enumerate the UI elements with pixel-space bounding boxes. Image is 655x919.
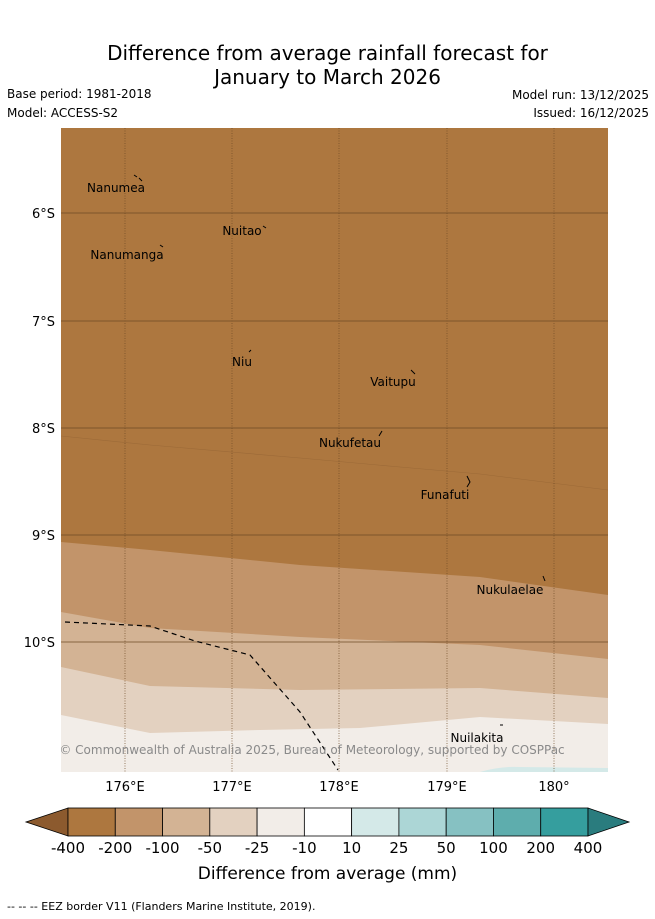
colorbar-tick-label: 100 [479,839,508,857]
model-run: Model run: 13/12/2025 [511,88,649,102]
island-label-niu: Niu [232,355,252,369]
colorbar-tick-label: -400 [50,839,86,857]
colorbar-tick-label: 50 [436,839,456,857]
colorbar [24,807,631,837]
island-label-nukufetau: Nukufetau [319,436,381,450]
lon-label: 180° [538,780,569,795]
eez-footnote: -- -- -- EEZ border V11 (Flanders Marine… [7,900,316,913]
island-label-nuitao: Nuitao [222,224,261,238]
band-edge [61,435,608,491]
colorbar-tick-label: 10 [342,839,362,857]
colorbar-segment [67,807,116,837]
lat-label: 10°S [24,636,55,651]
lon-label: 179°E [427,780,467,795]
island-label-nanumea: Nanumea [87,181,145,195]
colorbar-arrow-max [587,807,631,837]
band-strong-dry [61,128,608,490]
forecast-bands: Nanumea Nuitao Nanumanga Niu Vaitupu Nuk… [59,128,608,772]
colorbar-tick-label: 400 [573,839,603,857]
chart-title-line2: January to March 2026 [214,65,441,89]
lon-label: 177°E [212,780,252,795]
colorbar-tick-label: -50 [197,839,223,857]
colorbar-segment [256,807,305,837]
band-wet-corner [480,766,608,772]
colorbar-tick-label: -100 [145,839,180,857]
lat-axis-labels: 6°S 7°S 8°S 9°S 10°S [24,207,55,651]
colorbar-segment [303,807,353,837]
colorbar-segment [445,807,494,837]
colorbar-arrow-min [24,807,69,837]
lat-label: 8°S [32,422,55,437]
lon-label: 176°E [105,780,145,795]
copyright-notice: © Commonwealth of Australia 2025, Bureau… [59,743,564,757]
colorbar-tick-label: 25 [389,839,409,857]
lat-label: 9°S [32,529,55,544]
colorbar-tick-label: -200 [98,839,133,857]
lon-label: 178°E [319,780,359,795]
colorbar-segment [351,807,400,837]
colorbar-segment [398,807,447,837]
colorbar-segment [493,807,542,837]
island-label-nukulaelae: Nukulaelae [477,583,544,597]
colorbar-tick-label: 200 [526,839,556,857]
island-outlines [133,174,546,726]
colorbar-tick-label: -10 [292,839,317,857]
model-name: Model: ACCESS-S2 [7,106,119,120]
lat-label: 6°S [32,207,55,222]
island-label-funafuti: Funafuti [421,488,470,502]
island-label-nanumanga: Nanumanga [90,248,163,262]
colorbar-segment [114,807,163,837]
colorbar-tick-label: -25 [244,839,270,857]
island-label-vaitupu: Vaitupu [370,375,416,389]
base-period: Base period: 1981-2018 [7,87,152,101]
issued-date: Issued: 16/12/2025 [533,106,649,120]
colorbar-segment [540,807,589,837]
lat-label: 7°S [32,315,55,330]
chart-title-line1: Difference from average rainfall forecas… [107,41,548,65]
lat-gridlines [61,212,608,643]
colorbar-segment [209,807,258,837]
island-label-nuilakita: Nuilakita [451,731,504,745]
colorbar-segment [162,807,211,837]
colorbar-title: Difference from average (mm) [197,864,458,884]
lon-axis-labels: 176°E 177°E 178°E 179°E 180° [105,780,569,795]
